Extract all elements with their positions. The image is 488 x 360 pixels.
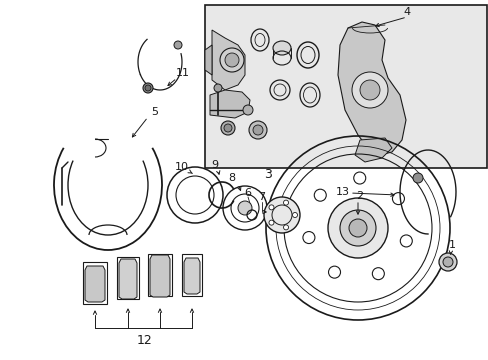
Circle shape [283, 200, 288, 205]
Text: 13: 13 [335, 187, 349, 197]
Circle shape [268, 220, 273, 225]
Circle shape [264, 197, 299, 233]
Circle shape [142, 83, 153, 93]
Circle shape [145, 85, 151, 91]
Circle shape [412, 173, 422, 183]
Polygon shape [354, 138, 391, 162]
Circle shape [252, 125, 263, 135]
Circle shape [392, 193, 404, 204]
Circle shape [348, 219, 366, 237]
Polygon shape [119, 259, 137, 299]
Circle shape [327, 198, 387, 258]
Text: 11: 11 [176, 68, 190, 78]
Polygon shape [337, 22, 405, 155]
Bar [182, 254, 202, 296]
Circle shape [248, 121, 266, 139]
Text: 4: 4 [403, 7, 410, 17]
Circle shape [174, 41, 182, 49]
Circle shape [292, 212, 297, 217]
Bar [83, 262, 107, 304]
Text: 1: 1 [447, 240, 454, 250]
Polygon shape [204, 45, 212, 75]
Circle shape [314, 189, 325, 201]
Polygon shape [85, 266, 105, 302]
Circle shape [400, 235, 411, 247]
Circle shape [339, 210, 375, 246]
Circle shape [224, 53, 239, 67]
Circle shape [224, 124, 231, 132]
Circle shape [268, 205, 273, 210]
Polygon shape [150, 255, 170, 297]
Text: 3: 3 [264, 168, 271, 181]
Circle shape [221, 121, 235, 135]
Text: 7: 7 [258, 192, 265, 202]
Circle shape [283, 225, 288, 230]
Polygon shape [212, 30, 244, 90]
Bar [117, 257, 139, 299]
Circle shape [328, 266, 340, 278]
Circle shape [220, 48, 244, 72]
Circle shape [243, 105, 252, 115]
Circle shape [238, 201, 251, 215]
Polygon shape [183, 258, 200, 294]
Bar [204, 5, 486, 168]
Circle shape [353, 172, 365, 184]
Text: 6: 6 [244, 188, 251, 198]
Text: 12: 12 [137, 333, 153, 346]
Text: 10: 10 [175, 162, 189, 172]
Text: 2: 2 [356, 191, 363, 201]
Text: 9: 9 [211, 160, 218, 170]
Text: 8: 8 [228, 173, 235, 183]
Ellipse shape [272, 41, 290, 55]
Circle shape [438, 253, 456, 271]
Circle shape [302, 231, 314, 244]
Circle shape [442, 257, 452, 267]
Circle shape [214, 84, 222, 92]
Circle shape [371, 268, 384, 280]
Text: 5: 5 [151, 107, 158, 117]
Circle shape [351, 72, 387, 108]
Circle shape [359, 80, 379, 100]
Polygon shape [209, 90, 249, 118]
Bar [148, 254, 172, 296]
